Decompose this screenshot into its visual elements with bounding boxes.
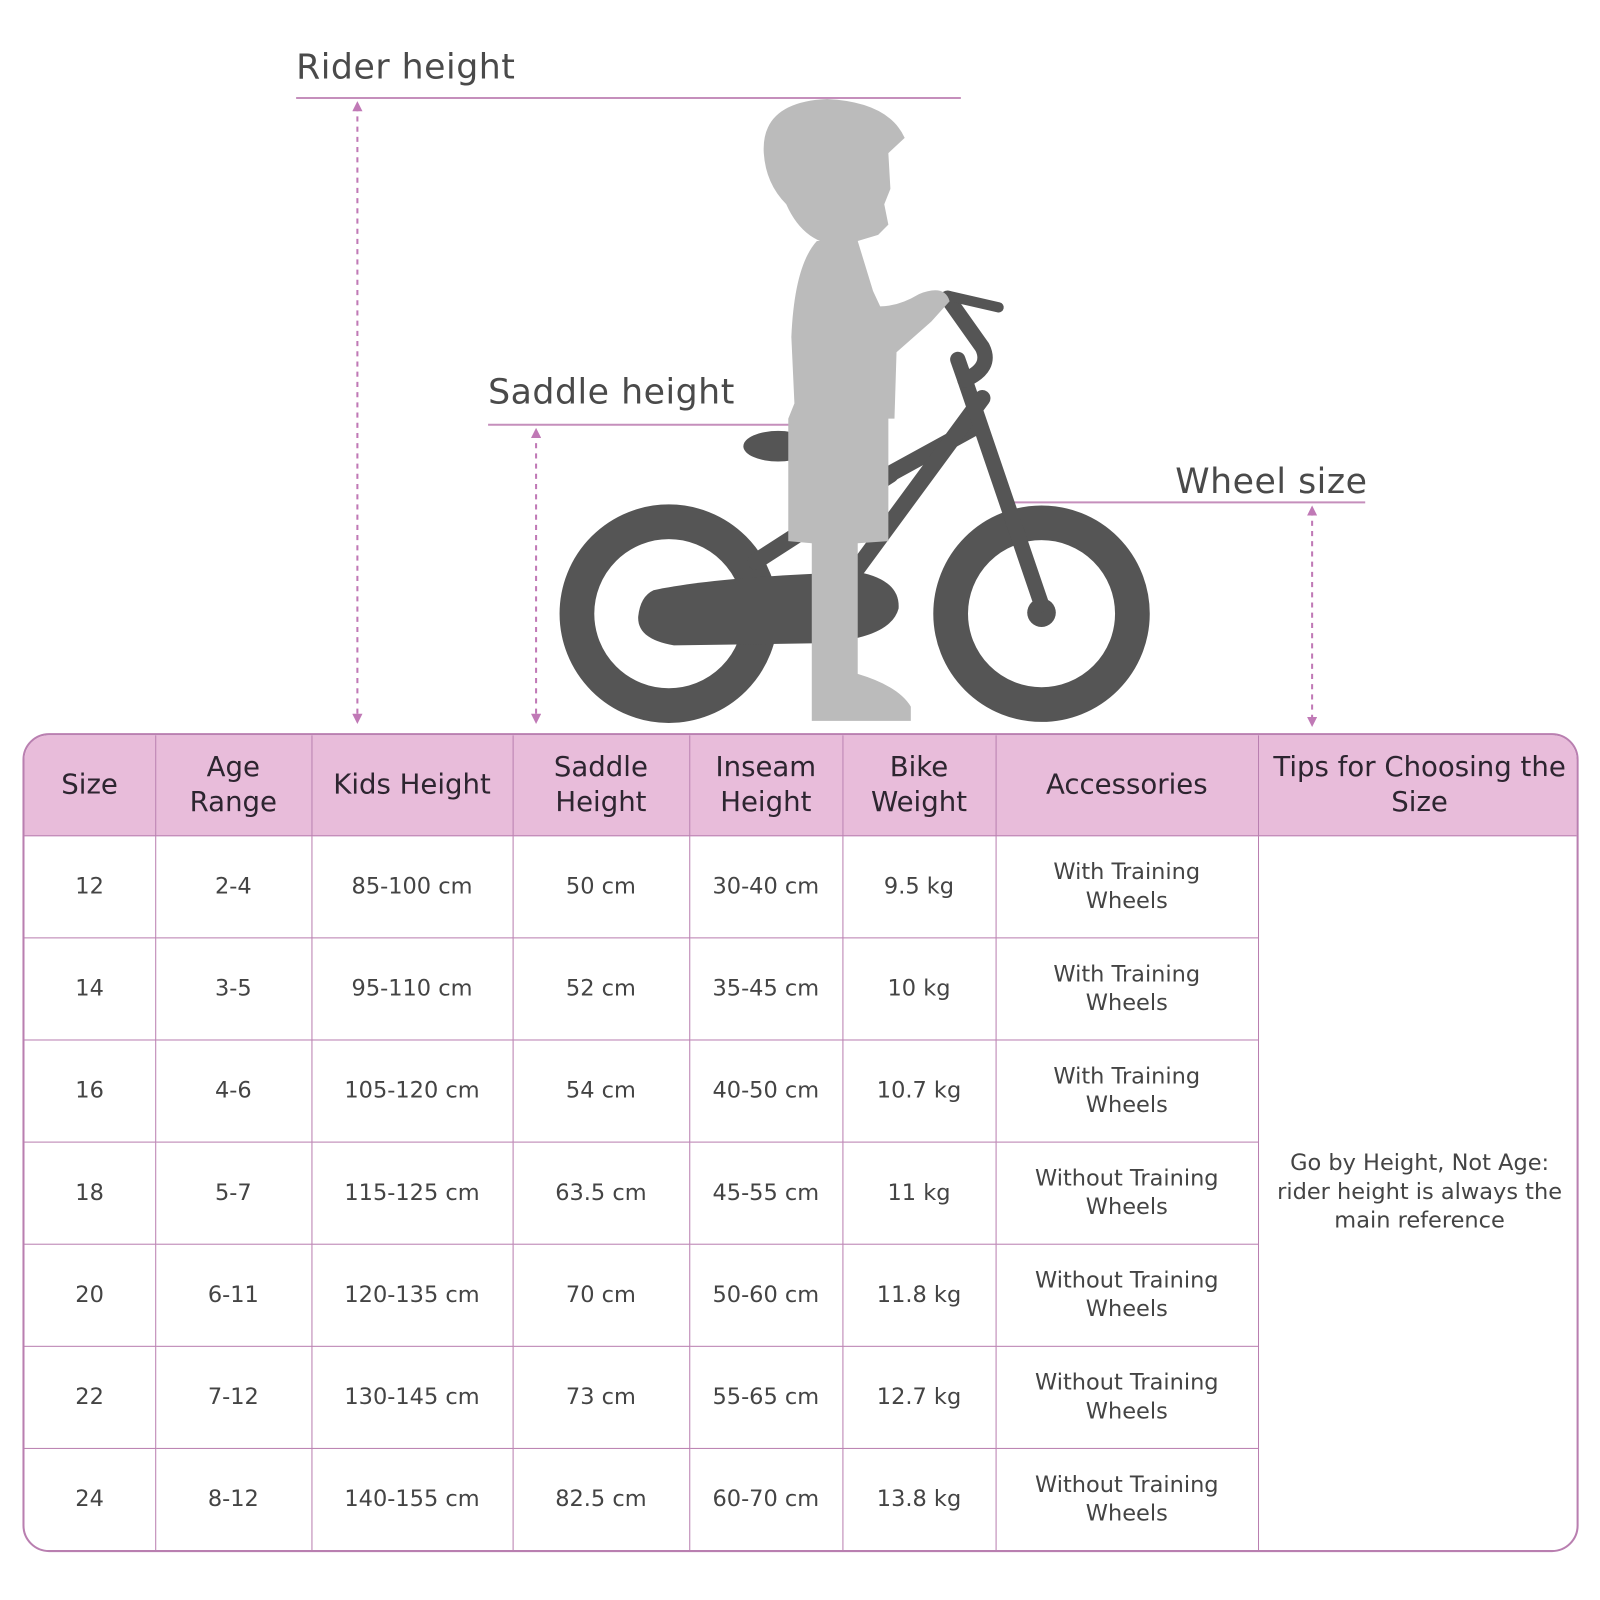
cell-age-range: 4-6 bbox=[154, 1039, 312, 1143]
cell-saddle-height: 63.5 cm bbox=[512, 1141, 690, 1245]
cell-inseam-height: 60-70 cm bbox=[688, 1447, 843, 1551]
table-row: 18 5-7 115-125 cm 63.5 cm 45-55 cm 11 kg Witho… bbox=[24, 1141, 1577, 1245]
header-bike-weight: Bike Weight bbox=[841, 735, 997, 837]
cell-size: 24 bbox=[24, 1447, 156, 1551]
cell-inseam-height: 35-45 cm bbox=[688, 937, 843, 1041]
size-table: Size Age Range Kids Height Saddle Height… bbox=[22, 733, 1579, 1553]
cell-bike-weight: 10 kg bbox=[841, 937, 997, 1041]
rider-height-label: Rider height bbox=[296, 46, 516, 88]
cell-saddle-height: 54 cm bbox=[512, 1039, 690, 1143]
cell-age-range: 2-4 bbox=[154, 835, 312, 939]
cell-age-range: 7-12 bbox=[154, 1345, 312, 1449]
cell-size: 20 bbox=[24, 1243, 156, 1347]
cell-kids-height: 120-135 cm bbox=[310, 1243, 514, 1347]
cell-accessories: Without Training Wheels bbox=[995, 1141, 1258, 1245]
wheel-size-label: Wheel size bbox=[1175, 461, 1368, 503]
cell-accessories: Without Training Wheels bbox=[995, 1345, 1258, 1449]
cell-age-range: 6-11 bbox=[154, 1243, 312, 1347]
table-row: 16 4-6 105-120 cm 54 cm 40-50 cm 10.7 kg With … bbox=[24, 1039, 1577, 1143]
cell-accessories: Without Training Wheels bbox=[995, 1243, 1258, 1347]
cell-size: 22 bbox=[24, 1345, 156, 1449]
cell-saddle-height: 52 cm bbox=[512, 937, 690, 1041]
cell-bike-weight: 13.8 kg bbox=[841, 1447, 997, 1551]
cell-kids-height: 115-125 cm bbox=[310, 1141, 514, 1245]
cell-saddle-height: 50 cm bbox=[512, 835, 690, 939]
table-row: 24 8-12 140-155 cm 82.5 cm 60-70 cm 13.8 kg Wi… bbox=[24, 1447, 1577, 1551]
cell-accessories: With Training Wheels bbox=[995, 937, 1258, 1041]
cell-inseam-height: 50-60 cm bbox=[688, 1243, 843, 1347]
cell-size: 12 bbox=[24, 835, 156, 939]
child-silhouette-icon bbox=[763, 99, 950, 721]
cell-saddle-height: 73 cm bbox=[512, 1345, 690, 1449]
bike-illustration bbox=[296, 97, 1366, 728]
cell-kids-height: 85-100 cm bbox=[310, 835, 514, 939]
cell-bike-weight: 11 kg bbox=[841, 1141, 997, 1245]
cell-size: 18 bbox=[24, 1141, 156, 1245]
wheel-size-measure bbox=[1005, 501, 1366, 728]
cell-bike-weight: 9.5 kg bbox=[841, 835, 997, 939]
header-tips: Tips for Choosing the Size bbox=[1257, 735, 1577, 837]
cell-accessories: Without Training Wheels bbox=[995, 1447, 1258, 1551]
header-saddle-height: Saddle Height bbox=[512, 735, 690, 837]
table-row: 22 7-12 130-145 cm 73 cm 55-65 cm 12.7 kg With… bbox=[24, 1345, 1577, 1449]
cell-inseam-height: 40-50 cm bbox=[688, 1039, 843, 1143]
cell-kids-height: 130-145 cm bbox=[310, 1345, 514, 1449]
cell-size: 16 bbox=[24, 1039, 156, 1143]
cell-bike-weight: 11.8 kg bbox=[841, 1243, 997, 1347]
cell-kids-height: 140-155 cm bbox=[310, 1447, 514, 1551]
rider-height-measure bbox=[296, 97, 961, 724]
header-kids-height: Kids Height bbox=[310, 735, 514, 837]
table-row: 12 2-4 85-100 cm 50 cm 30-40 cm 9.5 kg With Tr… bbox=[24, 835, 1577, 1551]
table-header-row: Size Age Range Kids Height Saddle Height… bbox=[24, 735, 1577, 837]
cell-inseam-height: 45-55 cm bbox=[688, 1141, 843, 1245]
header-age-range: Age Range bbox=[154, 735, 312, 837]
cell-bike-weight: 12.7 kg bbox=[841, 1345, 997, 1449]
cell-tips: Go by Height, Not Age: rider height is a… bbox=[1257, 835, 1577, 1551]
cell-accessories: With Training Wheels bbox=[995, 835, 1259, 939]
cell-inseam-height: 30-40 cm bbox=[688, 835, 843, 939]
cell-accessories: With Training Wheels bbox=[995, 1039, 1258, 1143]
header-size: Size bbox=[24, 735, 156, 837]
cell-kids-height: 95-110 cm bbox=[310, 937, 514, 1041]
saddle-height-measure bbox=[488, 423, 797, 724]
header-accessories: Accessories bbox=[995, 735, 1259, 837]
cell-bike-weight: 10.7 kg bbox=[841, 1039, 997, 1143]
cell-age-range: 3-5 bbox=[154, 937, 312, 1041]
cell-age-range: 5-7 bbox=[154, 1141, 312, 1245]
cell-inseam-height: 55-65 cm bbox=[688, 1345, 843, 1449]
cell-saddle-height: 82.5 cm bbox=[512, 1447, 690, 1551]
cell-size: 14 bbox=[24, 937, 156, 1041]
cell-kids-height: 105-120 cm bbox=[310, 1039, 514, 1143]
cell-age-range: 8-12 bbox=[154, 1447, 312, 1551]
header-inseam-height: Inseam Height bbox=[688, 735, 843, 837]
cell-saddle-height: 70 cm bbox=[512, 1243, 690, 1347]
table-row: 20 6-11 120-135 cm 70 cm 50-60 cm 11.8 kg With… bbox=[24, 1243, 1577, 1347]
saddle-height-label: Saddle height bbox=[488, 371, 735, 413]
